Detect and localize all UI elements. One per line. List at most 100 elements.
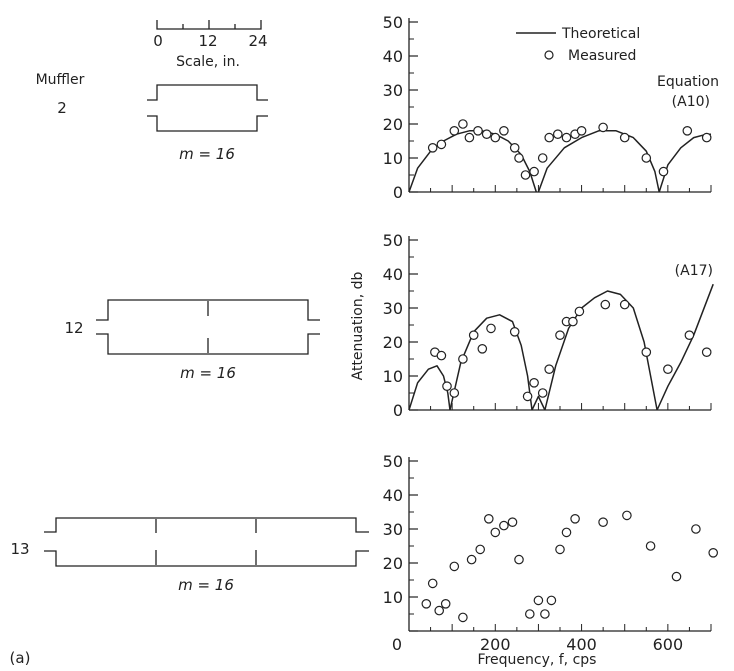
muffler-m-label: m = 16 (180, 364, 236, 382)
measured-point (533, 595, 544, 606)
legend-measured-label: Measured (568, 48, 636, 64)
measured-point (619, 132, 630, 143)
measured-point (490, 132, 501, 143)
muffler-m-label: m = 16 (179, 145, 235, 163)
y-tick-label: 50 (383, 452, 403, 471)
measured-point (483, 513, 494, 524)
measured-point (458, 612, 468, 623)
measured-point (682, 126, 693, 136)
measured-point (520, 170, 531, 180)
y-tick-label: 40 (383, 486, 403, 505)
muffler-outline (147, 84, 268, 132)
measured-point (449, 561, 460, 572)
measured-point (645, 541, 656, 551)
measured-point (622, 510, 632, 521)
measured-point (436, 139, 447, 150)
measured-point (574, 306, 585, 317)
measured-point (481, 129, 492, 139)
measured-point (552, 129, 563, 139)
annotation-a10: (A10) (672, 94, 710, 110)
measured-point (708, 547, 718, 558)
measured-point (477, 343, 488, 354)
y-tick-label: 40 (383, 265, 403, 284)
y-axis-label: Attenuation, db (350, 272, 366, 381)
measured-point (529, 166, 539, 177)
legend-measured-swatch (544, 50, 554, 60)
muffler-header: Muffler (36, 72, 85, 88)
measured-point (449, 388, 460, 398)
y-tick-label: 20 (383, 333, 403, 352)
muffler-13-diagram: 13 m = 16 (10, 517, 369, 594)
annotation-a17: (A17) (675, 263, 713, 279)
measured-point (561, 132, 572, 143)
measured-point (442, 381, 452, 391)
measured-point (499, 520, 509, 531)
y-tick-label: 50 (383, 231, 403, 250)
y-tick-label: 50 (383, 13, 403, 32)
x-axis-label: Frequency, f, cps (478, 652, 597, 668)
theoretical-curve (656, 283, 714, 411)
measured-point (509, 326, 520, 337)
theoretical-curve (544, 290, 658, 411)
measured-point (449, 126, 460, 136)
x-tick-label: 600 (653, 635, 684, 654)
measured-point (684, 330, 695, 340)
y-tick-label: 10 (383, 588, 403, 607)
muffler-outline (96, 299, 320, 355)
measured-point (529, 377, 539, 388)
measured-point (544, 132, 554, 143)
y-tick-label: 40 (383, 47, 403, 66)
measured-point (663, 364, 673, 374)
measured-point (537, 153, 548, 163)
scale-tick-0: 0 (153, 32, 163, 50)
measured-point (473, 126, 483, 136)
measured-point (464, 132, 475, 143)
measured-point (514, 153, 524, 163)
measured-point (540, 609, 550, 619)
muffler-number: 12 (64, 319, 83, 337)
measured-point (641, 153, 652, 163)
measured-point (658, 166, 669, 177)
measured-point (544, 364, 554, 374)
measured-point (466, 554, 477, 565)
measured-point (509, 143, 520, 153)
measured-point (436, 350, 447, 361)
muffler-2-diagram: 2 m = 16 (57, 84, 268, 163)
muffler-number: 2 (57, 99, 67, 117)
measured-point (671, 571, 682, 582)
measured-point (468, 330, 479, 340)
measured-point (507, 517, 518, 527)
y-tick-label: 10 (383, 367, 403, 386)
theoretical-curve (537, 130, 660, 193)
measured-point (555, 544, 565, 555)
y-tick-label: 10 (383, 149, 403, 168)
measured-point (701, 132, 712, 143)
chart-muffler-2: 0 10 20 30 40 50 Theoretical Measured Equatio… (383, 13, 719, 202)
scale-caption: Scale, in. (176, 54, 240, 70)
measured-point (427, 143, 438, 153)
legend-theoretical-label: Theoretical (561, 26, 640, 42)
measured-point (427, 578, 438, 589)
annotation-equation: Equation (657, 74, 719, 90)
measured-point (600, 299, 611, 310)
measured-point (701, 347, 712, 357)
theoretical-curve (449, 314, 533, 411)
measured-point (691, 524, 701, 534)
x-tick-label: 0 (392, 635, 402, 654)
scale-bar-ruler (156, 20, 262, 30)
theoretical-curve (531, 395, 546, 411)
measured-point (475, 544, 485, 555)
y-tick-label: 0 (393, 183, 403, 202)
scale-bar: 0 12 24 Scale, in. (153, 20, 268, 70)
measured-point (421, 598, 432, 609)
muffler-12-diagram: 12 m = 16 (64, 299, 320, 382)
x-tick-label: 400 (566, 635, 597, 654)
scale-tick-12: 12 (198, 32, 217, 50)
muffler-outline (44, 517, 369, 567)
measured-point (440, 598, 451, 609)
legend: Theoretical Measured (516, 26, 640, 64)
y-tick-label: 30 (383, 520, 403, 539)
measured-point (458, 354, 468, 364)
theoretical-curve (658, 133, 711, 193)
measured-point (568, 316, 578, 327)
